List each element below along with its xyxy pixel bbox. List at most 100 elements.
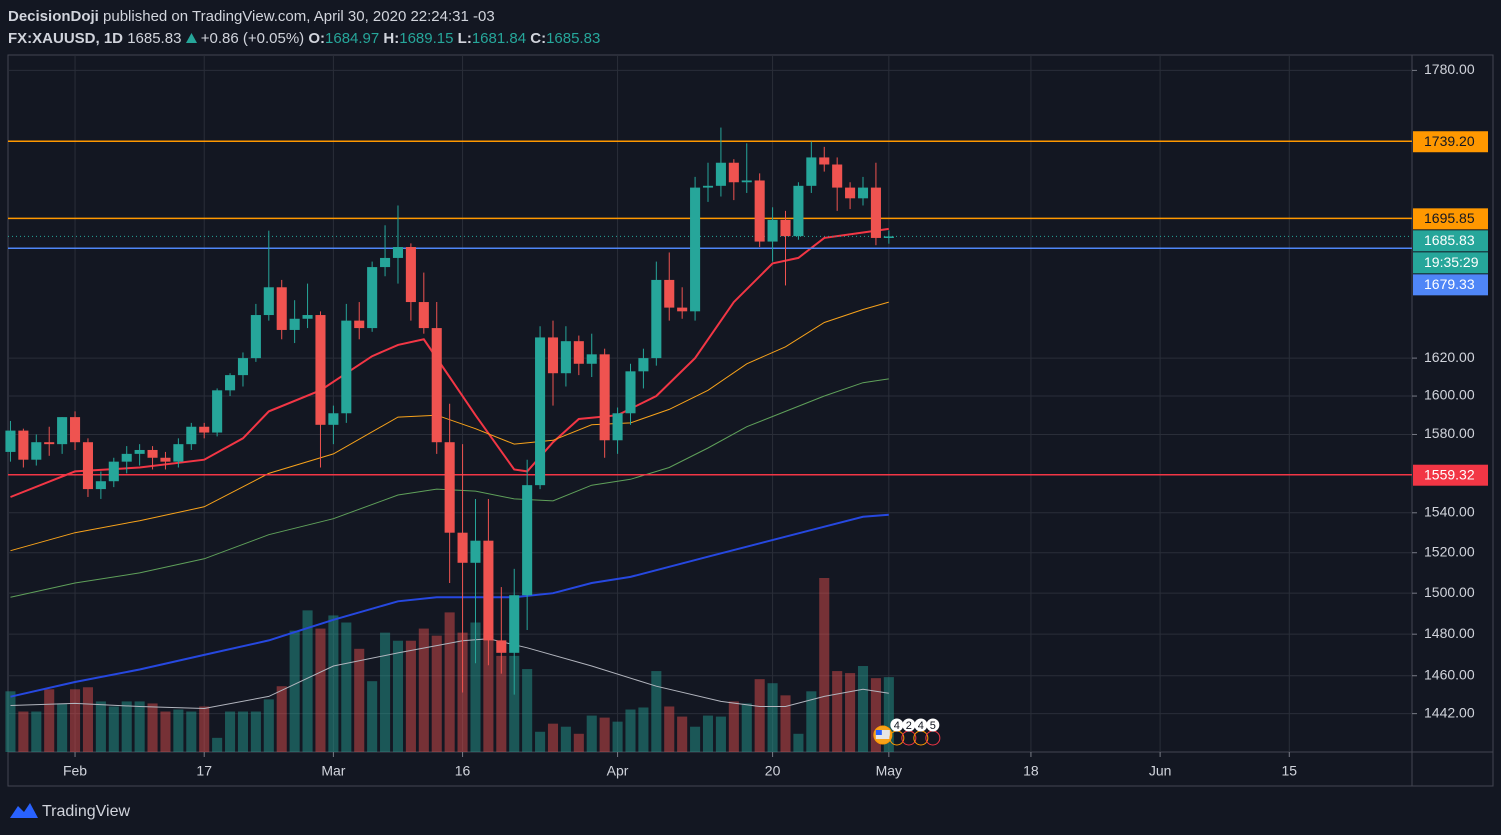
volume-bar: [522, 669, 533, 752]
candle-body: [354, 320, 365, 329]
candle-body: [18, 430, 29, 460]
volume-bar: [276, 686, 287, 752]
volume-bar: [470, 622, 481, 752]
volume-bar: [612, 721, 623, 752]
y-tick-label: 1500.00: [1424, 584, 1475, 600]
x-tick-label: Jun: [1149, 763, 1172, 779]
volume-bar: [793, 733, 804, 752]
brand: TradingView: [42, 803, 130, 820]
volume-bar: [354, 648, 365, 752]
volume-bar: [780, 695, 791, 752]
h-value: 1689.15: [399, 30, 454, 47]
volume-bar: [560, 726, 571, 752]
candle-body: [715, 162, 726, 186]
candle-body: [754, 180, 765, 242]
candle-body: [225, 375, 236, 391]
candle-body: [5, 430, 16, 452]
candle-body: [470, 540, 481, 563]
price-label: 1695.85: [1424, 210, 1475, 226]
volume-bar: [806, 691, 817, 752]
y-tick-label: 1540.00: [1424, 503, 1475, 519]
volume-bar: [728, 701, 739, 752]
candle-body: [392, 247, 404, 258]
price-label-box: [1413, 131, 1488, 153]
volume-bar: [392, 640, 404, 752]
volume-bar: [832, 671, 843, 752]
candle-body: [57, 417, 68, 445]
x-tick-label: Mar: [321, 763, 345, 779]
candle-body: [302, 315, 313, 319]
h-label: H:: [383, 30, 400, 47]
candle-body: [263, 287, 274, 316]
volume-bar: [870, 678, 881, 752]
moving-average-line: [10, 227, 889, 498]
event-badge: [925, 730, 941, 746]
volume-bar: [431, 635, 442, 752]
event-badge-bg: [914, 718, 928, 732]
volume-bar: [225, 711, 236, 752]
volume-bar: [5, 691, 16, 752]
price-label: 1559.32: [1424, 466, 1475, 482]
volume-bar: [754, 679, 765, 752]
price-label: 1739.20: [1424, 133, 1475, 149]
event-badge-label: 4: [918, 720, 924, 732]
volume-bar: [599, 717, 610, 752]
candle-body: [418, 302, 429, 329]
volume-bar: [173, 709, 184, 752]
y-tick-label: 1580.00: [1424, 425, 1475, 441]
moving-average-line: [10, 378, 889, 598]
candle-body: [586, 354, 597, 364]
volume-bar: [134, 701, 145, 752]
volume-bar: [767, 683, 778, 752]
candle-body: [780, 219, 791, 237]
y-tick-label: 1620.00: [1424, 349, 1475, 365]
y-tick-label: 1460.00: [1424, 666, 1475, 682]
candle-body: [612, 413, 623, 441]
candle-body: [690, 187, 701, 312]
price-label-box: [1413, 230, 1488, 252]
volume-bar: [237, 711, 249, 752]
candle-body: [121, 453, 132, 462]
y-tick-label: 1600.00: [1424, 387, 1475, 403]
y-tick-label: 1520.00: [1424, 543, 1475, 559]
c-label: C:: [530, 30, 547, 47]
volume-bar: [690, 726, 701, 752]
volume-bar: [651, 671, 662, 752]
logo-shape: [10, 803, 38, 818]
candle-body: [341, 320, 352, 414]
volume-bar: [18, 711, 29, 752]
volume-bar: [715, 716, 726, 752]
price-label-box: [1413, 464, 1488, 486]
candle-body: [199, 426, 210, 433]
candle-body: [819, 157, 830, 165]
candle-body: [832, 164, 843, 188]
volume-bar: [95, 701, 106, 752]
candle-body: [95, 481, 106, 490]
volume-bar: [315, 628, 326, 752]
x-tick-label: 20: [765, 763, 781, 779]
brand-logo: [10, 803, 38, 818]
symbol: FX:XAUUSD, 1D: [8, 30, 124, 47]
volume-bar: [212, 737, 223, 752]
x-tick-label: Apr: [607, 763, 629, 779]
volume-bar: [121, 701, 132, 752]
candle-body: [560, 341, 571, 374]
candle-body: [870, 187, 881, 238]
volume-bar: [160, 711, 171, 752]
candle-body: [405, 247, 416, 303]
price-label: 1685.83: [1424, 232, 1475, 248]
candle-body: [276, 287, 287, 330]
volume-bar: [186, 711, 197, 752]
volume-bar: [263, 699, 274, 752]
last-price: 1685.83: [127, 30, 182, 47]
candle-body: [599, 354, 610, 441]
volume-bar: [108, 706, 119, 752]
y-tick-label: 1480.00: [1424, 625, 1475, 641]
volume-bar: [483, 632, 494, 752]
o-label: O:: [308, 30, 326, 47]
x-tick-label: 18: [1023, 763, 1039, 779]
candle-body: [728, 162, 739, 183]
volume-bar: [418, 628, 429, 752]
countdown-box: [1413, 252, 1488, 274]
volume-bar: [702, 715, 714, 752]
